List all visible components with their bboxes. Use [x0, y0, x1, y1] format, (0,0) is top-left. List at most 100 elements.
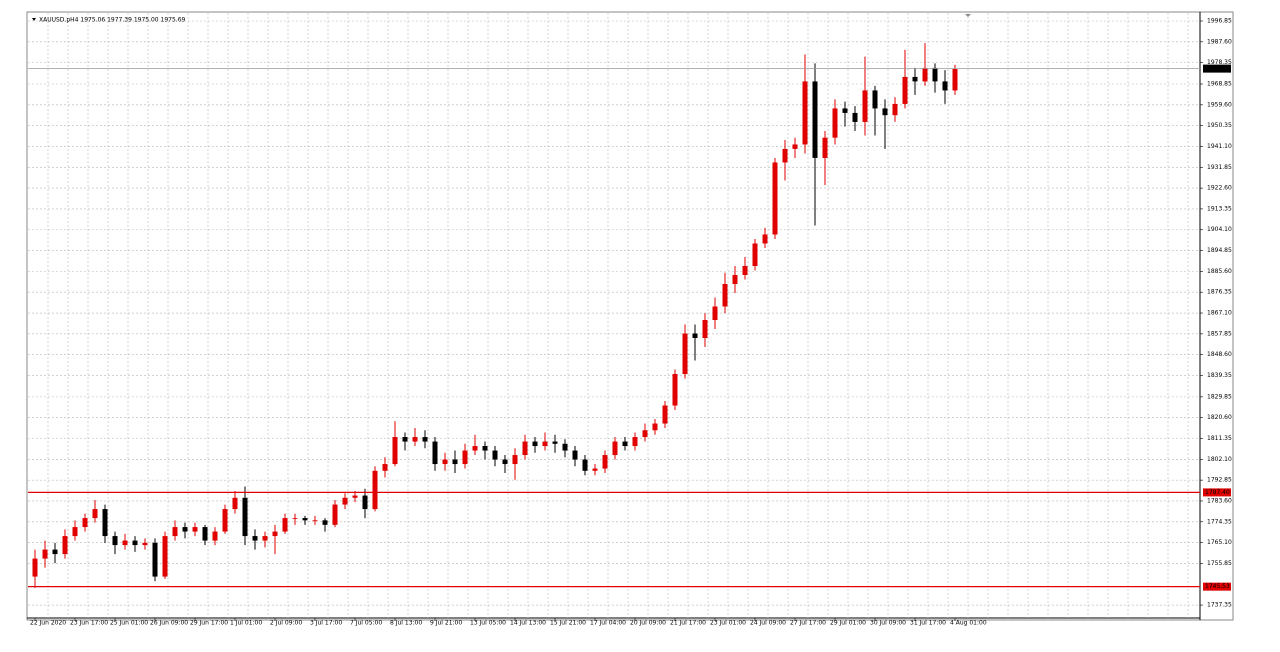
y-tick-label: 1774.35	[1207, 518, 1232, 525]
y-tick-label: 1792.85	[1207, 477, 1232, 484]
candle-body	[582, 459, 588, 471]
x-tick-label: 4 Aug 01:00	[950, 620, 987, 627]
candle-body	[172, 527, 178, 537]
candle-body	[112, 536, 118, 546]
candle-body	[662, 405, 668, 424]
candle-body	[542, 441, 548, 447]
candle-body	[182, 527, 188, 532]
candle-body	[902, 76, 908, 104]
x-tick-label: 31 Jul 17:00	[910, 620, 946, 627]
candle-body	[312, 520, 318, 522]
x-tick-label: 20 Jul 09:00	[630, 620, 666, 627]
x-tick-label: 9 Jul 21:00	[430, 620, 462, 627]
y-tick-label: 1829.85	[1207, 393, 1232, 400]
candle-body	[452, 459, 458, 465]
grid	[28, 13, 1200, 618]
candle-body	[482, 446, 488, 451]
candle-body	[212, 531, 218, 541]
y-tick-label: 1839.35	[1207, 372, 1232, 379]
candle-body	[402, 437, 408, 442]
candle-body	[812, 81, 818, 158]
candle-body	[572, 450, 578, 460]
y-tick-label: 1904.10	[1207, 226, 1232, 233]
x-tick-label: 23 Jun 17:00	[70, 620, 108, 627]
candle-body	[732, 274, 738, 284]
y-tick-label: 1978.35	[1207, 59, 1232, 66]
x-tick-label: 22 Jun 2020	[30, 620, 66, 627]
candle-body	[412, 437, 418, 442]
candle-body	[492, 450, 498, 460]
candle-body	[152, 542, 158, 577]
candle-body	[92, 509, 98, 519]
x-tick-label: 2 Jul 09:00	[270, 620, 302, 627]
candle-body	[562, 443, 568, 451]
candle-body	[132, 540, 138, 546]
candle-body	[522, 441, 528, 456]
candle-body	[52, 549, 58, 555]
y-tick-label: 1987.60	[1207, 38, 1232, 45]
candle-body	[422, 437, 428, 442]
candle-body	[592, 468, 598, 471]
y-tick-label: 1867.10	[1207, 310, 1232, 317]
candle-body	[622, 441, 628, 447]
level-label: 1787.40	[1205, 489, 1230, 496]
plot	[32, 43, 958, 588]
y-tick-label: 1811.35	[1207, 435, 1232, 442]
shift-marker	[965, 14, 971, 17]
candle-body	[802, 81, 808, 145]
candle-body	[832, 108, 838, 138]
y-tick-label: 1950.35	[1207, 122, 1232, 129]
candle-body	[202, 527, 208, 541]
y-tick-label: 1737.35	[1207, 602, 1232, 609]
candle-body	[502, 459, 508, 465]
candle-body	[292, 518, 298, 519]
y-tick-label: 1885.60	[1207, 268, 1232, 275]
candle-body	[392, 437, 398, 465]
x-tick-label: 25 Jun 01:00	[110, 620, 148, 627]
y-tick-label: 1996.85	[1207, 17, 1232, 24]
candle-body	[42, 549, 48, 559]
candle-body	[142, 542, 148, 546]
candle-body	[322, 520, 328, 525]
y-tick-label: 1820.60	[1207, 414, 1232, 421]
candle-body	[232, 497, 238, 510]
candle-body	[792, 144, 798, 149]
last-price-label: 1975.69	[1205, 65, 1230, 72]
candle-body	[602, 455, 608, 469]
candle-body	[712, 306, 718, 321]
y-tick-label: 1857.85	[1207, 330, 1232, 337]
chart-header: XAUUSD.pH4 1975.06 1977.39 1975.00 1975.…	[39, 17, 186, 24]
candle-body	[762, 234, 768, 244]
candle-body	[372, 470, 378, 510]
x-tick-label: 7 Jul 05:00	[350, 620, 382, 627]
candle-body	[872, 90, 878, 109]
x-tick-label: 29 Jun 17:00	[190, 620, 228, 627]
last-price-tag	[1203, 64, 1231, 73]
candle-body	[252, 536, 258, 541]
candle-body	[282, 518, 288, 532]
candle-body	[822, 137, 828, 158]
candle-body	[352, 495, 358, 498]
candle-body	[162, 536, 168, 577]
candle-body	[782, 148, 788, 163]
candle-body	[612, 441, 618, 456]
y-tick-label: 1876.35	[1207, 289, 1232, 296]
candle-body	[192, 527, 198, 532]
candle-body	[842, 108, 848, 113]
x-tick-label: 1 Jul 01:00	[230, 620, 262, 627]
y-tick-label: 1959.60	[1207, 101, 1232, 108]
x-tick-label: 29 Jul 01:00	[830, 620, 866, 627]
candle-body	[382, 464, 388, 471]
candle-body	[652, 423, 658, 431]
candle-body	[72, 527, 78, 537]
candle-body	[862, 90, 868, 122]
candle-body	[82, 518, 88, 528]
candle-body	[222, 509, 228, 532]
candle-body	[722, 283, 728, 307]
candle-body	[702, 320, 708, 339]
chart-frame	[26, 11, 1234, 621]
x-tick-label: 24 Jul 09:00	[750, 620, 786, 627]
y-tick-label: 1913.35	[1207, 205, 1232, 212]
x-tick-label: 21 Jul 17:00	[670, 620, 706, 627]
x-tick-label: 14 Jul 13:00	[510, 620, 546, 627]
